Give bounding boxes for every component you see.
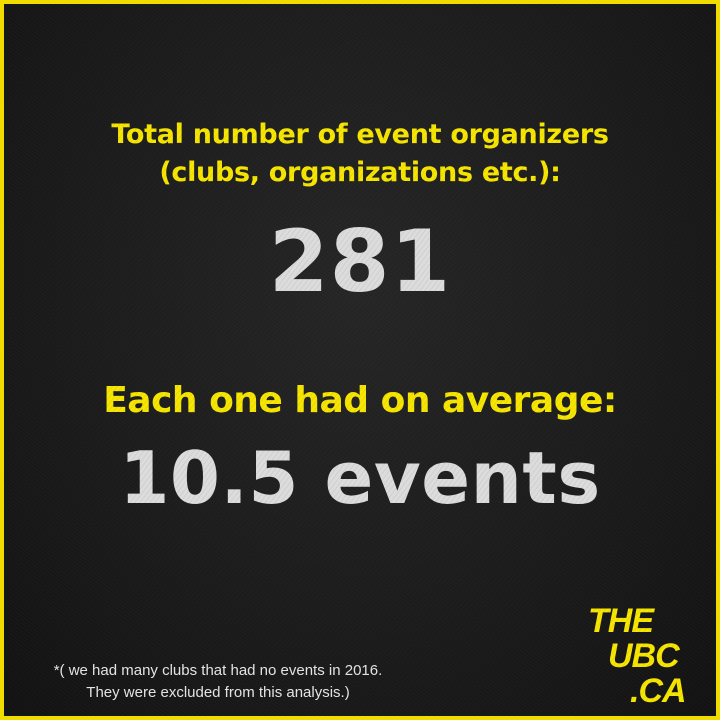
logo-line-3: .CA xyxy=(630,672,687,710)
organizers-heading-line-1: Total number of event organizers xyxy=(111,119,609,150)
organizer-count: 281 xyxy=(268,212,452,312)
footnote-line-2: They were excluded from this analysis.) xyxy=(86,684,350,701)
footnote: *( we had many clubs that had no events … xyxy=(18,660,418,704)
footnote-line-1: *( we had many clubs that had no events … xyxy=(53,662,383,679)
logo-line-2: UBC xyxy=(608,637,680,675)
theubc-logo: THE UBC .CA xyxy=(588,604,712,712)
organizers-heading: Total number of event organizers (clubs,… xyxy=(4,116,716,192)
logo-line-1: THE xyxy=(588,602,654,640)
average-events-value: 10.5 events xyxy=(119,436,601,520)
organizers-heading-line-2: (clubs, organizations etc.): xyxy=(159,157,561,188)
average-heading: Each one had on average: xyxy=(103,380,617,421)
